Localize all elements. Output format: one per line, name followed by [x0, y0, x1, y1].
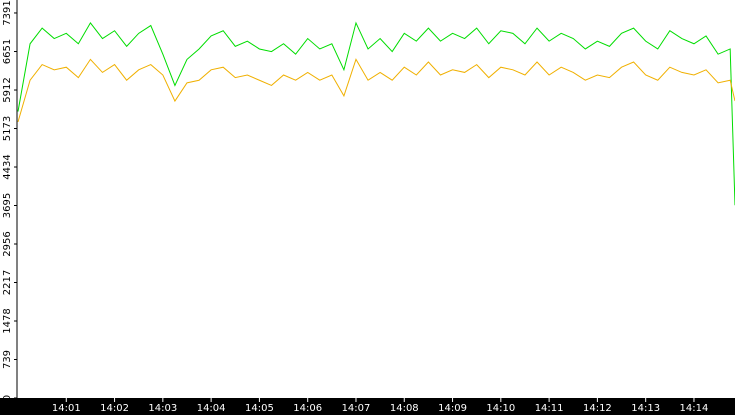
y-tick-label: 5173 — [2, 116, 13, 141]
x-tick-label: 14:04 — [197, 403, 226, 414]
x-tick-label: 14:02 — [100, 403, 129, 414]
x-tick-label: 14:10 — [486, 403, 515, 414]
y-tick-label: 2956 — [2, 231, 13, 256]
y-tick-label: 7391 — [2, 0, 13, 25]
x-tick-label: 14:03 — [148, 403, 177, 414]
x-tick-label: 14:13 — [631, 403, 660, 414]
x-tick-label: 14:01 — [52, 403, 81, 414]
x-tick-label: 14:09 — [438, 403, 467, 414]
y-tick-label: 739 — [2, 350, 13, 369]
y-tick-label: 5912 — [2, 77, 13, 102]
series-line — [17, 21, 735, 206]
y-tick-label: 6651 — [2, 39, 13, 64]
x-tick-label: 14:14 — [680, 403, 709, 414]
y-tick-label: 2217 — [2, 270, 13, 295]
y-tick-label: 3695 — [2, 193, 13, 218]
y-tick-label: 0 — [2, 395, 13, 401]
y-tick-label: 1478 — [2, 308, 13, 333]
x-tick-label: 14:07 — [342, 403, 371, 414]
x-axis-band — [0, 398, 735, 415]
x-tick-label: 14:12 — [583, 403, 612, 414]
x-tick-label: 14:08 — [390, 403, 419, 414]
series-line — [17, 58, 735, 123]
y-tick-label: 4434 — [2, 154, 13, 179]
x-tick-label: 14:11 — [535, 403, 564, 414]
x-tick-label: 14:06 — [293, 403, 322, 414]
x-tick-label: 14:05 — [245, 403, 274, 414]
